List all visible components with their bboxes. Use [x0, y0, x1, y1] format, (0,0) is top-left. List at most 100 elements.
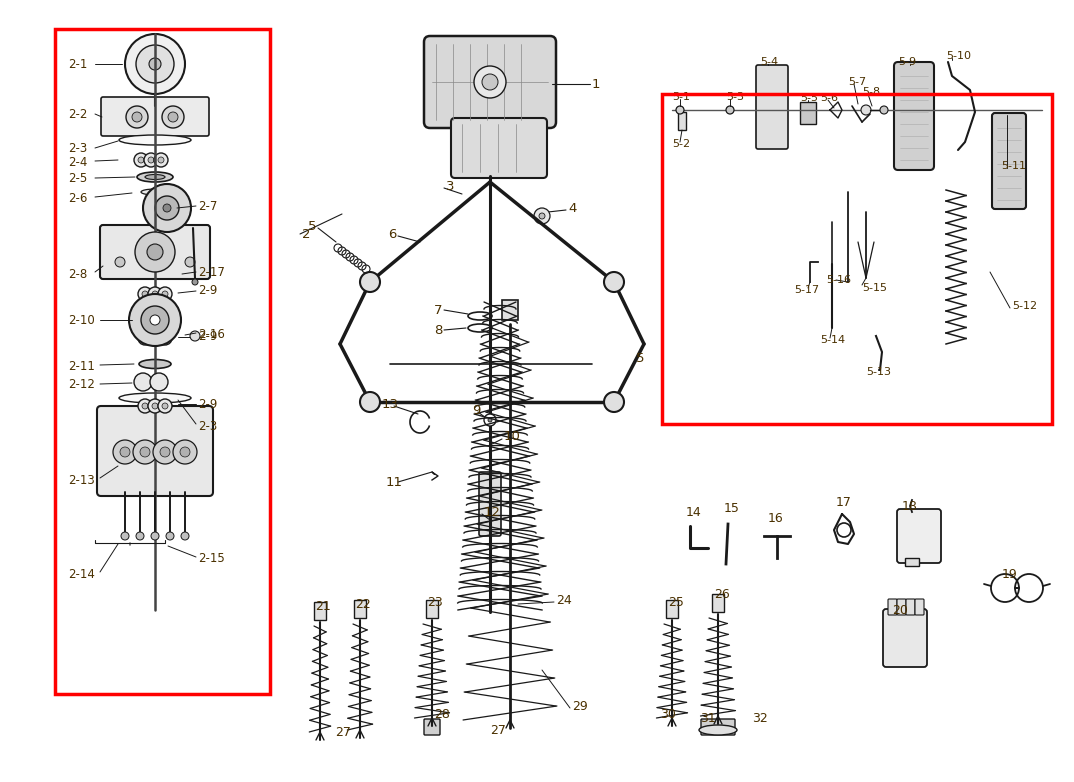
Text: 4: 4	[568, 202, 577, 214]
Circle shape	[173, 440, 197, 464]
Text: 2-13: 2-13	[68, 473, 95, 486]
Text: 25: 25	[668, 596, 684, 608]
Circle shape	[149, 58, 161, 70]
Text: 7: 7	[434, 303, 442, 317]
Text: 2-1: 2-1	[68, 58, 87, 70]
Circle shape	[136, 45, 174, 83]
Circle shape	[144, 153, 158, 167]
FancyBboxPatch shape	[883, 609, 927, 667]
Text: 5-12: 5-12	[1012, 301, 1037, 311]
Text: 2-3: 2-3	[68, 142, 87, 156]
Ellipse shape	[119, 135, 191, 145]
Text: 5-13: 5-13	[866, 367, 891, 377]
Text: 30: 30	[661, 708, 676, 720]
Circle shape	[162, 403, 168, 409]
FancyBboxPatch shape	[97, 406, 213, 496]
FancyBboxPatch shape	[894, 62, 934, 170]
Text: 2-4: 2-4	[68, 156, 87, 168]
Circle shape	[153, 403, 158, 409]
Circle shape	[155, 196, 179, 220]
FancyBboxPatch shape	[992, 113, 1026, 209]
Ellipse shape	[145, 174, 165, 180]
Circle shape	[153, 291, 158, 297]
Circle shape	[140, 447, 150, 457]
Circle shape	[192, 279, 198, 285]
Circle shape	[148, 399, 162, 413]
Text: 2-6: 2-6	[68, 192, 87, 206]
Bar	[662, 94, 1053, 424]
Circle shape	[162, 335, 168, 341]
Text: 2-2: 2-2	[68, 107, 87, 120]
Circle shape	[182, 532, 189, 540]
Ellipse shape	[137, 172, 173, 182]
Circle shape	[484, 414, 496, 426]
Circle shape	[135, 232, 175, 272]
Text: 5-2: 5-2	[672, 139, 691, 149]
Circle shape	[148, 287, 162, 301]
FancyBboxPatch shape	[888, 599, 897, 615]
Text: 2-9: 2-9	[198, 397, 217, 411]
Circle shape	[604, 272, 624, 292]
Circle shape	[180, 447, 190, 457]
FancyBboxPatch shape	[756, 65, 788, 149]
Ellipse shape	[119, 393, 191, 403]
Text: 5: 5	[636, 351, 644, 364]
Text: 5-15: 5-15	[862, 283, 887, 293]
Text: 6: 6	[388, 228, 396, 241]
Text: 5-3: 5-3	[726, 92, 744, 102]
Bar	[905, 558, 919, 566]
Circle shape	[158, 331, 172, 345]
Text: 2-10: 2-10	[68, 314, 95, 327]
Circle shape	[726, 106, 734, 114]
Text: 31: 31	[700, 712, 715, 724]
Circle shape	[134, 153, 148, 167]
Circle shape	[158, 157, 164, 163]
Circle shape	[120, 447, 130, 457]
FancyBboxPatch shape	[701, 719, 735, 735]
Circle shape	[137, 399, 153, 413]
Circle shape	[360, 272, 380, 292]
Text: 1: 1	[592, 77, 600, 91]
Circle shape	[488, 418, 492, 422]
Circle shape	[137, 331, 153, 345]
Text: 3: 3	[446, 180, 454, 192]
Text: 2-17: 2-17	[198, 266, 224, 278]
Bar	[502, 300, 518, 320]
Text: 18: 18	[902, 500, 918, 512]
Circle shape	[861, 105, 871, 115]
Text: 9: 9	[471, 404, 480, 417]
FancyBboxPatch shape	[897, 509, 941, 563]
Circle shape	[113, 440, 137, 464]
FancyBboxPatch shape	[897, 599, 906, 615]
Circle shape	[142, 403, 148, 409]
Circle shape	[158, 399, 172, 413]
Text: 5-16: 5-16	[826, 275, 851, 285]
Circle shape	[142, 291, 148, 297]
Text: 2-11: 2-11	[68, 360, 95, 372]
FancyBboxPatch shape	[451, 118, 547, 178]
Circle shape	[153, 335, 158, 341]
Bar	[426, 600, 438, 618]
Bar	[314, 602, 326, 620]
Text: 15: 15	[724, 501, 740, 515]
Circle shape	[166, 532, 174, 540]
Text: 24: 24	[556, 594, 571, 607]
Text: 27: 27	[490, 723, 506, 737]
Circle shape	[162, 291, 168, 297]
Circle shape	[137, 157, 144, 163]
Text: 5-9: 5-9	[898, 57, 916, 67]
Bar	[666, 600, 678, 618]
Circle shape	[151, 532, 159, 540]
Text: 32: 32	[752, 712, 768, 724]
Circle shape	[115, 257, 125, 267]
Text: 2: 2	[302, 228, 310, 241]
Bar	[712, 594, 724, 612]
Circle shape	[158, 287, 172, 301]
Text: 2-14: 2-14	[68, 568, 95, 580]
Circle shape	[163, 204, 171, 212]
Circle shape	[604, 392, 624, 412]
FancyBboxPatch shape	[424, 719, 440, 735]
Text: 8: 8	[434, 324, 442, 336]
Text: 5-17: 5-17	[794, 285, 819, 295]
Circle shape	[880, 106, 888, 114]
